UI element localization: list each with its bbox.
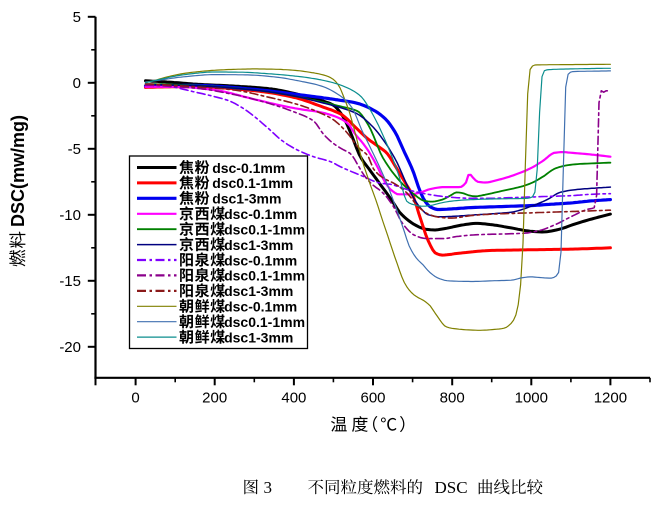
svg-text:dsc1-3mm: dsc1-3mm — [224, 329, 293, 345]
svg-text:dsc1-3mm: dsc1-3mm — [212, 191, 281, 207]
svg-text:-20: -20 — [59, 339, 81, 356]
svg-text:600: 600 — [360, 390, 385, 407]
svg-text:dsc0.1-1mm: dsc0.1-1mm — [224, 268, 305, 284]
svg-text:1000: 1000 — [515, 390, 548, 407]
svg-text:dsc0.1-1mm: dsc0.1-1mm — [212, 175, 293, 191]
svg-text:0: 0 — [131, 390, 139, 407]
svg-text:dsc0.1-1mm: dsc0.1-1mm — [224, 314, 305, 330]
svg-text:1200: 1200 — [594, 390, 627, 407]
svg-text:DSC: DSC — [435, 478, 468, 497]
svg-text:dsc-0.1mm: dsc-0.1mm — [224, 299, 297, 315]
svg-text:5: 5 — [73, 9, 81, 26]
svg-text:-15: -15 — [59, 273, 81, 290]
svg-text:dsc-0.1mm: dsc-0.1mm — [224, 206, 297, 222]
svg-text:0: 0 — [73, 75, 81, 92]
svg-text:-10: -10 — [59, 207, 81, 224]
svg-text:dsc0.1-1mm: dsc0.1-1mm — [224, 222, 305, 238]
svg-text:-5: -5 — [68, 141, 81, 158]
svg-text:dsc1-3mm: dsc1-3mm — [224, 237, 293, 253]
svg-text:400: 400 — [281, 390, 306, 407]
svg-text:dsc-0.1mm: dsc-0.1mm — [224, 252, 297, 268]
svg-text:3: 3 — [264, 478, 273, 497]
svg-text:dsc-0.1mm: dsc-0.1mm — [212, 160, 285, 176]
svg-text:dsc1-3mm: dsc1-3mm — [224, 283, 293, 299]
svg-text:800: 800 — [440, 390, 465, 407]
svg-text:200: 200 — [202, 390, 227, 407]
svg-text:DSC(mw/mg): DSC(mw/mg) — [8, 115, 28, 227]
